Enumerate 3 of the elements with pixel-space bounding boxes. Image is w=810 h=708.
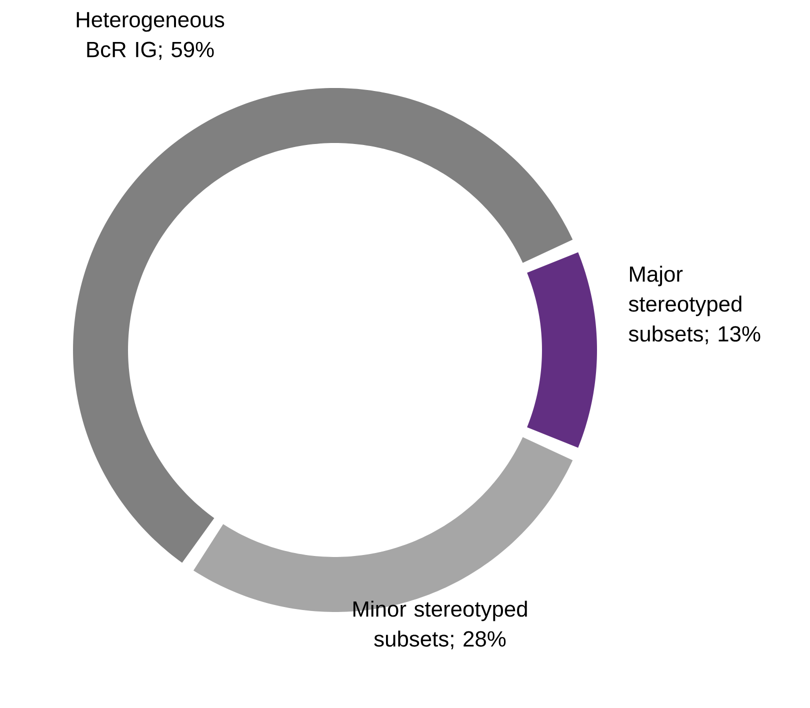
slice-label: Major stereotyped subsets; 13% [628, 266, 760, 344]
slice-label: Heterogeneous BcR IG; 59% [76, 12, 224, 60]
slice-label: Minor stereotyped subsets; 28% [353, 600, 527, 650]
